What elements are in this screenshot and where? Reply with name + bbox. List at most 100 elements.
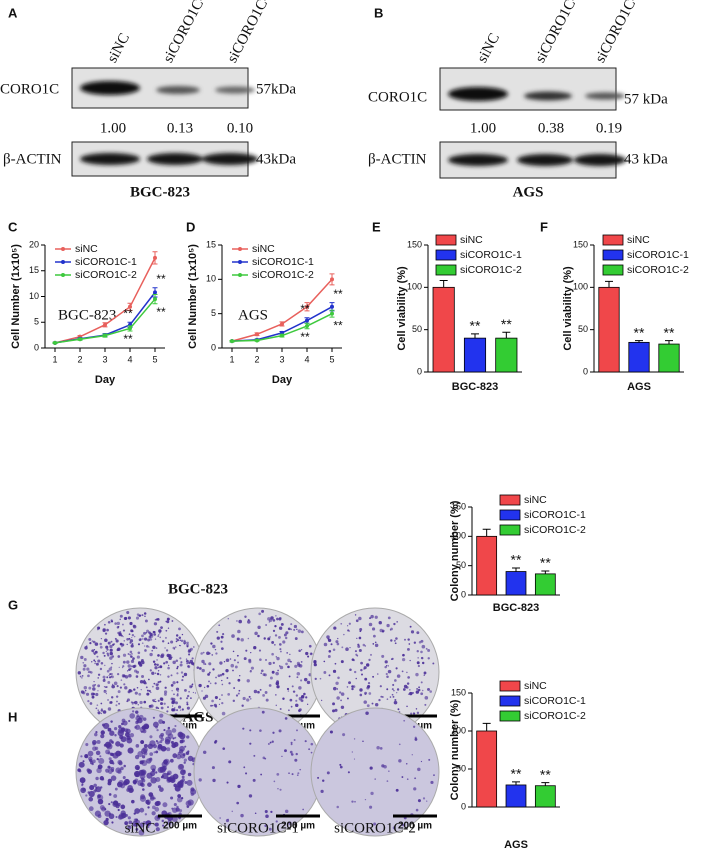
- colony: [121, 718, 126, 723]
- colony: [123, 640, 125, 642]
- colony: [133, 635, 136, 638]
- y-tick-label: 100: [407, 282, 422, 292]
- colony: [121, 666, 124, 669]
- colony: [118, 702, 121, 705]
- colony: [96, 757, 99, 761]
- colony: [298, 686, 302, 690]
- colony: [336, 642, 340, 646]
- colony: [212, 668, 215, 671]
- colony: [155, 776, 161, 782]
- colony: [110, 720, 113, 723]
- colony: [189, 684, 193, 689]
- colony: [92, 687, 96, 691]
- colony: [121, 722, 124, 726]
- y-tick-label: 15: [29, 265, 39, 275]
- colony: [216, 630, 219, 633]
- colony: [148, 631, 151, 634]
- colony: [192, 646, 195, 648]
- point: [230, 339, 234, 344]
- colony: [149, 757, 153, 761]
- colony: [172, 701, 174, 704]
- colony: [178, 636, 182, 639]
- colony: [364, 799, 367, 801]
- colony: [202, 750, 207, 755]
- colony: [288, 772, 290, 774]
- colony: [306, 680, 311, 685]
- colony: [214, 705, 218, 708]
- colony: [327, 655, 331, 658]
- colony: [96, 704, 99, 706]
- panel-letter: F: [540, 219, 548, 234]
- colony: [356, 637, 358, 639]
- colony: [130, 665, 134, 668]
- colony: [379, 747, 383, 750]
- protein-label: CORO1C: [368, 89, 427, 105]
- bar: [534, 785, 556, 808]
- colony: [288, 675, 291, 678]
- colony: [96, 740, 101, 744]
- colony: [118, 666, 120, 669]
- colony: [430, 780, 434, 785]
- colony: [103, 743, 107, 747]
- colony: [323, 642, 328, 647]
- colony: [106, 652, 109, 655]
- colony: [135, 828, 139, 831]
- colony: [140, 740, 144, 744]
- colony: [194, 692, 197, 694]
- colony: [134, 822, 139, 827]
- colony: [293, 739, 296, 741]
- point: [305, 324, 309, 329]
- colony: [156, 672, 160, 676]
- colony: [172, 646, 176, 650]
- colony: [216, 636, 220, 640]
- colony: [226, 781, 229, 784]
- colony: [108, 676, 112, 679]
- colony: [369, 617, 372, 620]
- colony: [326, 635, 330, 639]
- x-axis-label: Day: [95, 374, 116, 386]
- panel-letter: A: [8, 5, 18, 20]
- colony: [171, 709, 174, 711]
- colony: [100, 662, 104, 665]
- colony: [361, 673, 364, 676]
- colony: [301, 700, 303, 702]
- legend-label: siNC: [524, 680, 547, 692]
- colony: [105, 693, 107, 695]
- colony: [94, 684, 97, 686]
- colony: [404, 638, 406, 641]
- quant-label: 1.00: [100, 120, 126, 136]
- colony: [120, 679, 123, 681]
- colony: [376, 746, 380, 750]
- colony: [355, 619, 359, 623]
- colony: [172, 681, 176, 685]
- colony: [296, 774, 299, 776]
- colony: [159, 673, 162, 676]
- colony: [106, 648, 109, 651]
- colony: [346, 686, 349, 688]
- colony: [163, 729, 166, 732]
- colony: [340, 692, 345, 696]
- legend-label: siCORO1C-1: [524, 509, 586, 521]
- y-tick-label: 5: [34, 317, 39, 327]
- band: [202, 153, 258, 165]
- colony: [177, 794, 182, 798]
- colony: [123, 780, 128, 786]
- colony: [310, 742, 314, 746]
- colony: [100, 638, 103, 640]
- colony: [141, 660, 145, 665]
- colony: [406, 778, 409, 780]
- colony: [409, 625, 412, 628]
- colony: [240, 813, 244, 818]
- colony: [278, 636, 281, 639]
- cell-line: BGC-823: [130, 184, 190, 200]
- colony: [133, 688, 136, 691]
- legend-label: siCORO1C-1: [460, 249, 522, 261]
- colony: [162, 802, 168, 808]
- colony: [414, 737, 418, 741]
- colony: [305, 696, 308, 699]
- colony: [87, 700, 90, 703]
- point: [330, 277, 334, 282]
- colony: [117, 808, 120, 812]
- colony: [385, 672, 388, 676]
- colony: [401, 670, 404, 673]
